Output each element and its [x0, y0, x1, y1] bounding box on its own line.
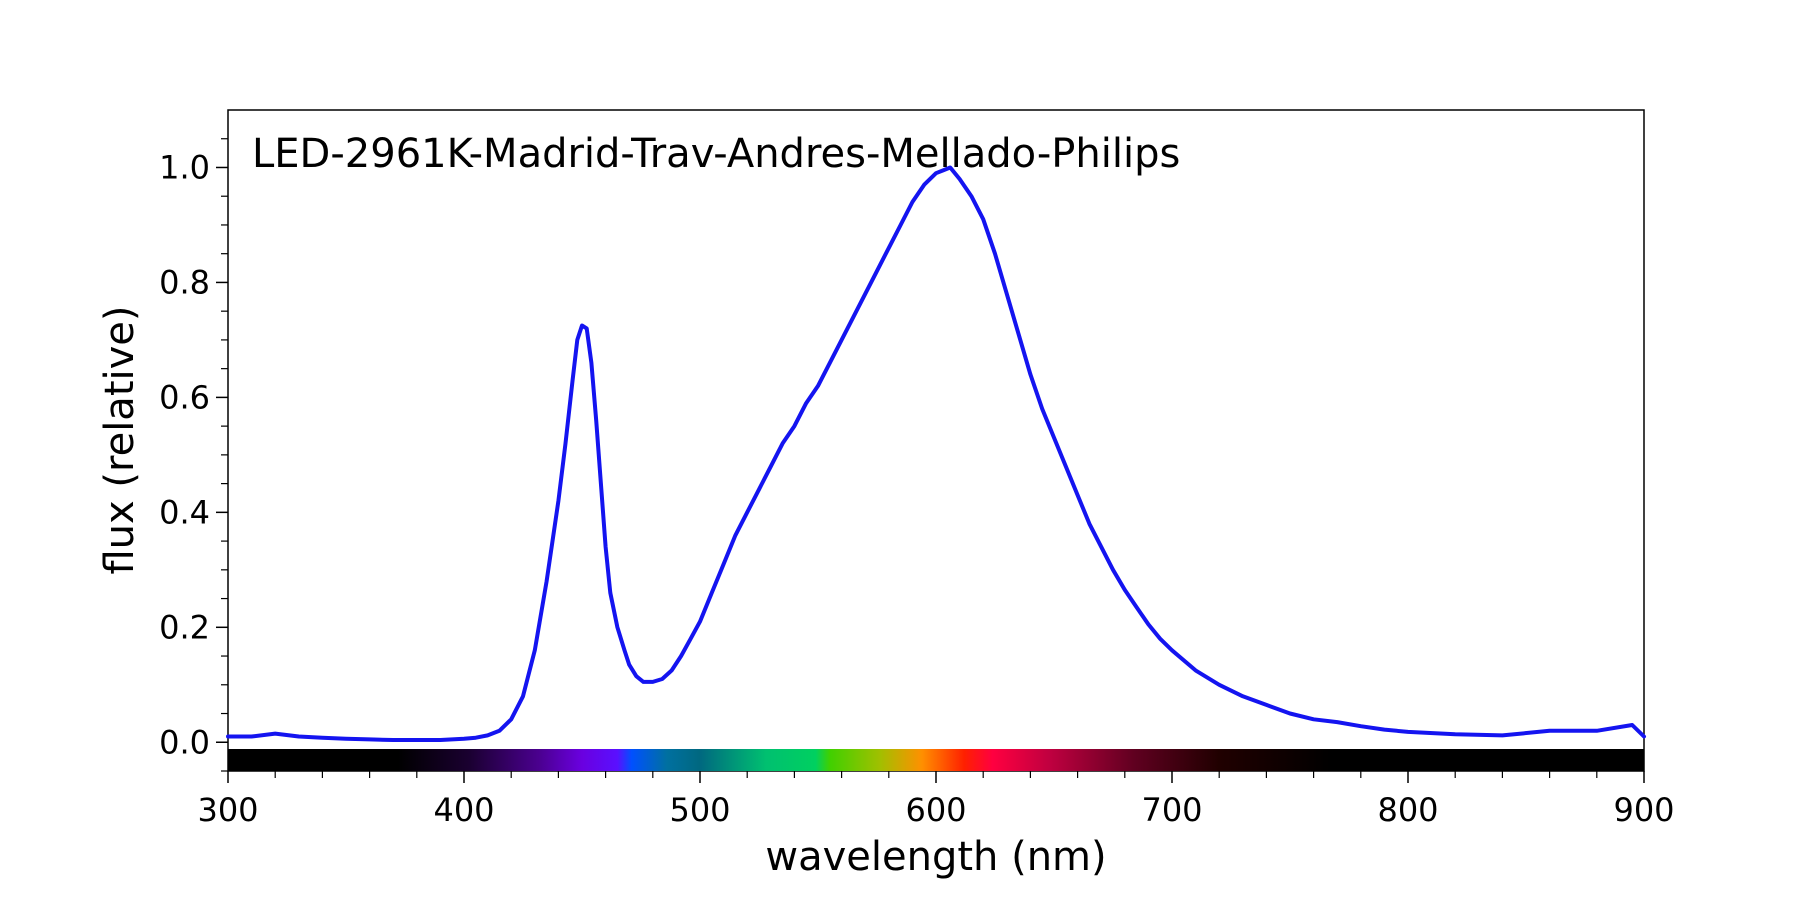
- x-tick-label: 800: [1377, 791, 1438, 829]
- y-axis: 0.0 0.2 0.4 0.6 0.8 1.0: [159, 138, 228, 772]
- x-tick-label: 700: [1141, 791, 1202, 829]
- y-tick-label: 0.0: [159, 723, 210, 761]
- y-tick-label: 0.8: [159, 263, 210, 301]
- spectrum-bar: [228, 749, 1644, 771]
- plot-frame: [227, 109, 1645, 772]
- chart-title: LED-2961K-Madrid-Trav-Andres-Mellado-Phi…: [252, 131, 1180, 177]
- x-axis: 300 400 500 600 700 800 900: [197, 771, 1675, 829]
- x-tick-label: 600: [905, 791, 966, 829]
- x-tick-label: 900: [1613, 791, 1674, 829]
- x-tick-label: 500: [669, 791, 730, 829]
- y-axis-title: flux (relative): [97, 305, 143, 574]
- y-tick-label: 0.2: [159, 608, 210, 646]
- y-tick-label: 0.6: [159, 378, 210, 416]
- y-tick-label: 0.4: [159, 493, 210, 531]
- series-line: [226, 165, 1646, 742]
- x-axis-title: wavelength (nm): [765, 834, 1106, 880]
- y-tick-label: 1.0: [159, 148, 210, 186]
- x-tick-label: 400: [433, 791, 494, 829]
- x-tick-label: 300: [197, 791, 258, 829]
